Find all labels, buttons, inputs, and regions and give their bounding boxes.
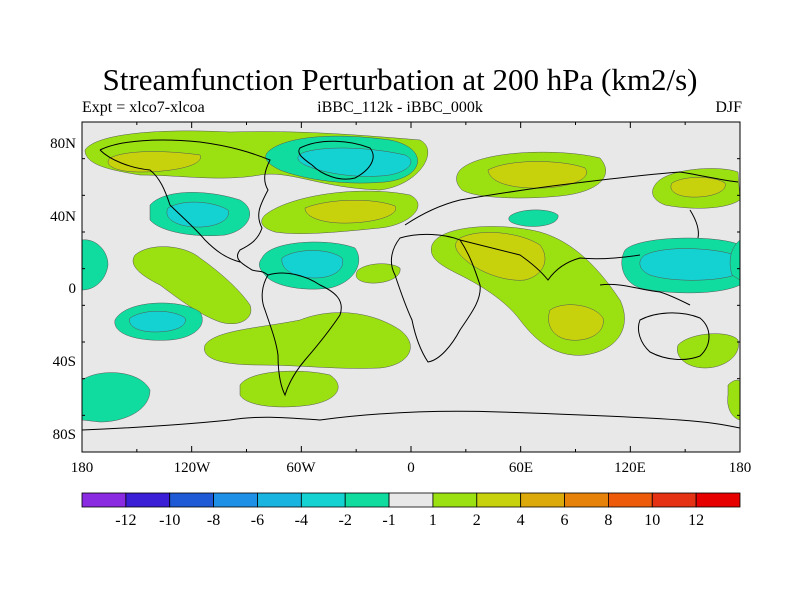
colorbar-box: [608, 492, 653, 508]
lon-label-120w: 120W: [174, 460, 212, 476]
colorbar-box: [651, 492, 697, 508]
colorbar-box: [257, 492, 302, 508]
field-south-atlantic-positive: [204, 312, 411, 369]
field-tropical-atlantic-core: [281, 250, 344, 279]
colorbar-box: [300, 492, 346, 508]
colorbar-label: 4: [517, 512, 525, 529]
colorbar-box: [476, 492, 522, 508]
coast-africa: [390, 233, 481, 363]
field-west-africa-positive: [355, 263, 401, 284]
lon-label-60w: 60W: [286, 460, 316, 476]
field-australia-positive: [677, 333, 739, 369]
colorbar-box: [169, 492, 215, 508]
colorbar-label: -1: [382, 512, 395, 529]
field-west-pacific-core: [639, 248, 736, 281]
field-southern-ocean-positive: [239, 370, 339, 408]
colorbar-box: [213, 492, 258, 508]
coast-greenland: [298, 140, 374, 180]
lat-label-80n: 80N: [50, 136, 76, 152]
field-east-asia-core: [670, 177, 726, 198]
field-east-pacific-positive: [132, 246, 252, 324]
coast-japan: [689, 209, 699, 239]
colorbar-label: -6: [251, 512, 264, 529]
colorbar-label: 12: [688, 512, 704, 529]
coast-north-america: [99, 139, 271, 276]
colorbar-label: -10: [159, 512, 180, 529]
colorbar-label: 6: [561, 512, 569, 529]
colorbar-label: -12: [115, 512, 136, 529]
lat-label-0: 0: [69, 281, 77, 297]
coast-indonesia: [599, 283, 691, 306]
lat-label-80s: 80S: [53, 427, 76, 443]
colorbar-label: -2: [339, 512, 352, 529]
colorbar-label: 1: [429, 512, 437, 529]
comparison-label: iBBC_112k - iBBC_000k: [317, 99, 483, 116]
lon-label-60e: 60E: [509, 460, 533, 476]
coastlines: [82, 139, 740, 431]
field-south-pacific-core: [129, 311, 186, 333]
field-greenland-core: [297, 147, 412, 177]
coast-antarctica: [82, 410, 740, 431]
field-north-atlantic-core: [304, 200, 396, 224]
field-southern-ocean-west: [82, 372, 151, 423]
colorbar-label: 8: [604, 512, 612, 529]
field-indian-ocean-core: [548, 304, 604, 341]
axis-ticks: [81, 121, 741, 453]
season-label: DJF: [715, 99, 742, 116]
colorbar-box: [81, 492, 127, 508]
colorbar-box: [564, 492, 609, 508]
lat-label-40s: 40S: [53, 354, 76, 370]
colorbar-label: 10: [644, 512, 660, 529]
experiment-label: Expt = xlco7-xlcoa: [82, 99, 205, 116]
colorbar-box: [695, 492, 741, 508]
colorbar-box: [432, 492, 478, 508]
colorbar-box: [125, 492, 171, 508]
colorbar-boxes: [81, 492, 741, 508]
lon-label-0: 0: [407, 460, 415, 476]
lon-label-180w: 180: [71, 460, 94, 476]
colorbar-label: 2: [473, 512, 481, 529]
field-southern-ocean-east: [727, 379, 740, 421]
field-west-edge-negative: [82, 239, 109, 291]
field-caspian-negative: [508, 209, 559, 227]
coast-australia: [637, 312, 710, 360]
colorbar-box: [344, 492, 390, 508]
colorbar-box: [388, 492, 434, 508]
coast-eurasia: [404, 171, 739, 281]
lon-label-120e: 120E: [614, 460, 646, 476]
field-north-pacific-core: [166, 201, 229, 228]
contour-fields: [82, 130, 740, 423]
colorbar-label: -8: [207, 512, 220, 529]
colorbar-box: [520, 492, 565, 508]
colorbar-labels: -12 -10 -8 -6 -4 -2 -1 1 2 4 6 8 10 12: [115, 512, 704, 529]
chart-title: Streamfunction Perturbation at 200 hPa (…: [102, 62, 698, 97]
field-siberia-core: [487, 161, 587, 189]
field-east-edge-negative: [729, 239, 740, 281]
lat-label-40n: 40N: [50, 209, 76, 225]
coast-south-america: [261, 272, 342, 397]
colorbar-label: -4: [295, 512, 308, 529]
lon-label-180e: 180: [729, 460, 752, 476]
